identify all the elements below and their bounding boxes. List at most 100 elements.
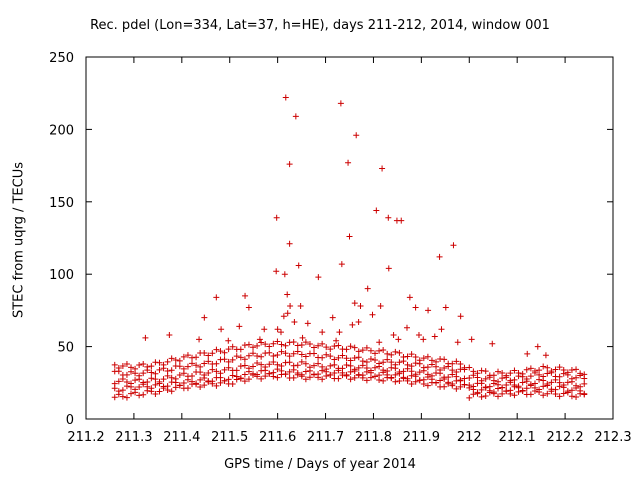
data-point-band: [152, 370, 159, 377]
data-point-band: [241, 362, 248, 369]
data-point: [280, 313, 287, 320]
data-point-band: [254, 342, 261, 349]
data-point: [420, 336, 427, 343]
data-point-band: [474, 389, 481, 396]
data-point-band: [180, 380, 187, 387]
data-point-band: [449, 360, 456, 367]
data-point-band: [160, 361, 167, 368]
data-point-band: [466, 375, 473, 382]
data-point-band: [327, 362, 334, 369]
data-point-band: [343, 355, 350, 362]
data-point-band: [453, 358, 460, 365]
data-point-band: [564, 369, 571, 376]
data-point-band: [347, 343, 354, 350]
data-point-band: [392, 371, 399, 378]
data-point-band: [123, 371, 130, 378]
data-point-band: [388, 359, 395, 366]
data-point-band: [503, 381, 510, 388]
data-point-band: [392, 348, 399, 355]
data-point-band: [511, 392, 518, 399]
data-point-band: [441, 383, 448, 390]
data-point-band: [262, 341, 269, 348]
data-point-band: [499, 369, 506, 376]
data-point-band: [327, 346, 334, 353]
data-point-band: [152, 376, 159, 383]
data-point-band: [229, 356, 236, 363]
data-point-band: [396, 378, 403, 385]
data-point-band: [205, 370, 212, 377]
data-points: [111, 94, 588, 401]
data-point-band: [347, 368, 354, 375]
data-point-band: [355, 354, 362, 361]
data-point-band: [233, 367, 240, 374]
data-point-band: [523, 366, 530, 373]
data-point-band: [294, 342, 301, 349]
data-point-band: [115, 378, 122, 385]
data-point-band: [311, 344, 318, 351]
data-point-band: [396, 349, 403, 356]
data-point-band: [478, 393, 485, 400]
data-point-band: [536, 367, 543, 374]
data-point-band: [433, 379, 440, 386]
data-point-band: [278, 348, 285, 355]
data-point: [377, 303, 384, 310]
data-point: [261, 326, 268, 333]
data-point-band: [115, 388, 122, 395]
data-point-band: [478, 367, 485, 374]
data-point-band: [490, 372, 497, 379]
data-point: [329, 314, 336, 321]
data-point: [225, 337, 232, 344]
data-point: [213, 294, 220, 301]
data-point-band: [237, 375, 244, 382]
data-point: [351, 300, 358, 307]
data-point-band: [172, 356, 179, 363]
data-point-band: [428, 357, 435, 364]
data-point-band: [172, 375, 179, 382]
data-point-band: [408, 363, 415, 370]
data-point-band: [404, 375, 411, 382]
x-tick-label: 212.2: [546, 430, 583, 445]
data-point-band: [441, 364, 448, 371]
data-point-band: [123, 394, 130, 401]
data-point-band: [367, 347, 374, 354]
data-point-band: [245, 341, 252, 348]
data-point-band: [241, 356, 248, 363]
data-point-band: [241, 378, 248, 385]
data-point-band: [453, 369, 460, 376]
data-point-band: [470, 368, 477, 375]
data-point-band: [428, 372, 435, 379]
data-point-band: [294, 362, 301, 369]
plot-frame: [85, 56, 614, 420]
data-point-band: [531, 368, 538, 375]
data-point-band: [544, 364, 551, 371]
data-point-band: [527, 365, 534, 372]
data-point-band: [339, 365, 346, 372]
data-point-band: [396, 369, 403, 376]
data-point-band: [412, 360, 419, 367]
data-point-band: [319, 340, 326, 347]
data-point-band: [286, 368, 293, 375]
data-point-band: [237, 354, 244, 361]
x-tick-label: 211.4: [163, 430, 200, 445]
data-point: [454, 339, 461, 346]
data-point: [450, 242, 457, 249]
data-point-band: [556, 379, 563, 386]
chart-title: Rec. pdel (Lon=334, Lat=37, h=HE), days …: [90, 18, 550, 33]
data-point-band: [515, 370, 522, 377]
data-point-band: [266, 370, 273, 377]
x-tick-label: 212.3: [594, 430, 631, 445]
data-point-band: [315, 342, 322, 349]
data-point-band: [380, 377, 387, 384]
data-point-band: [323, 366, 330, 373]
data-point-band: [511, 381, 518, 388]
data-point: [286, 161, 293, 168]
data-point-band: [556, 364, 563, 371]
data-point-band: [548, 368, 555, 375]
data-point: [357, 303, 364, 310]
data-point-band: [136, 362, 143, 369]
data-point: [346, 233, 353, 240]
data-point-band: [420, 376, 427, 383]
x-tick-label: 211.2: [67, 430, 104, 445]
data-point: [292, 113, 299, 120]
